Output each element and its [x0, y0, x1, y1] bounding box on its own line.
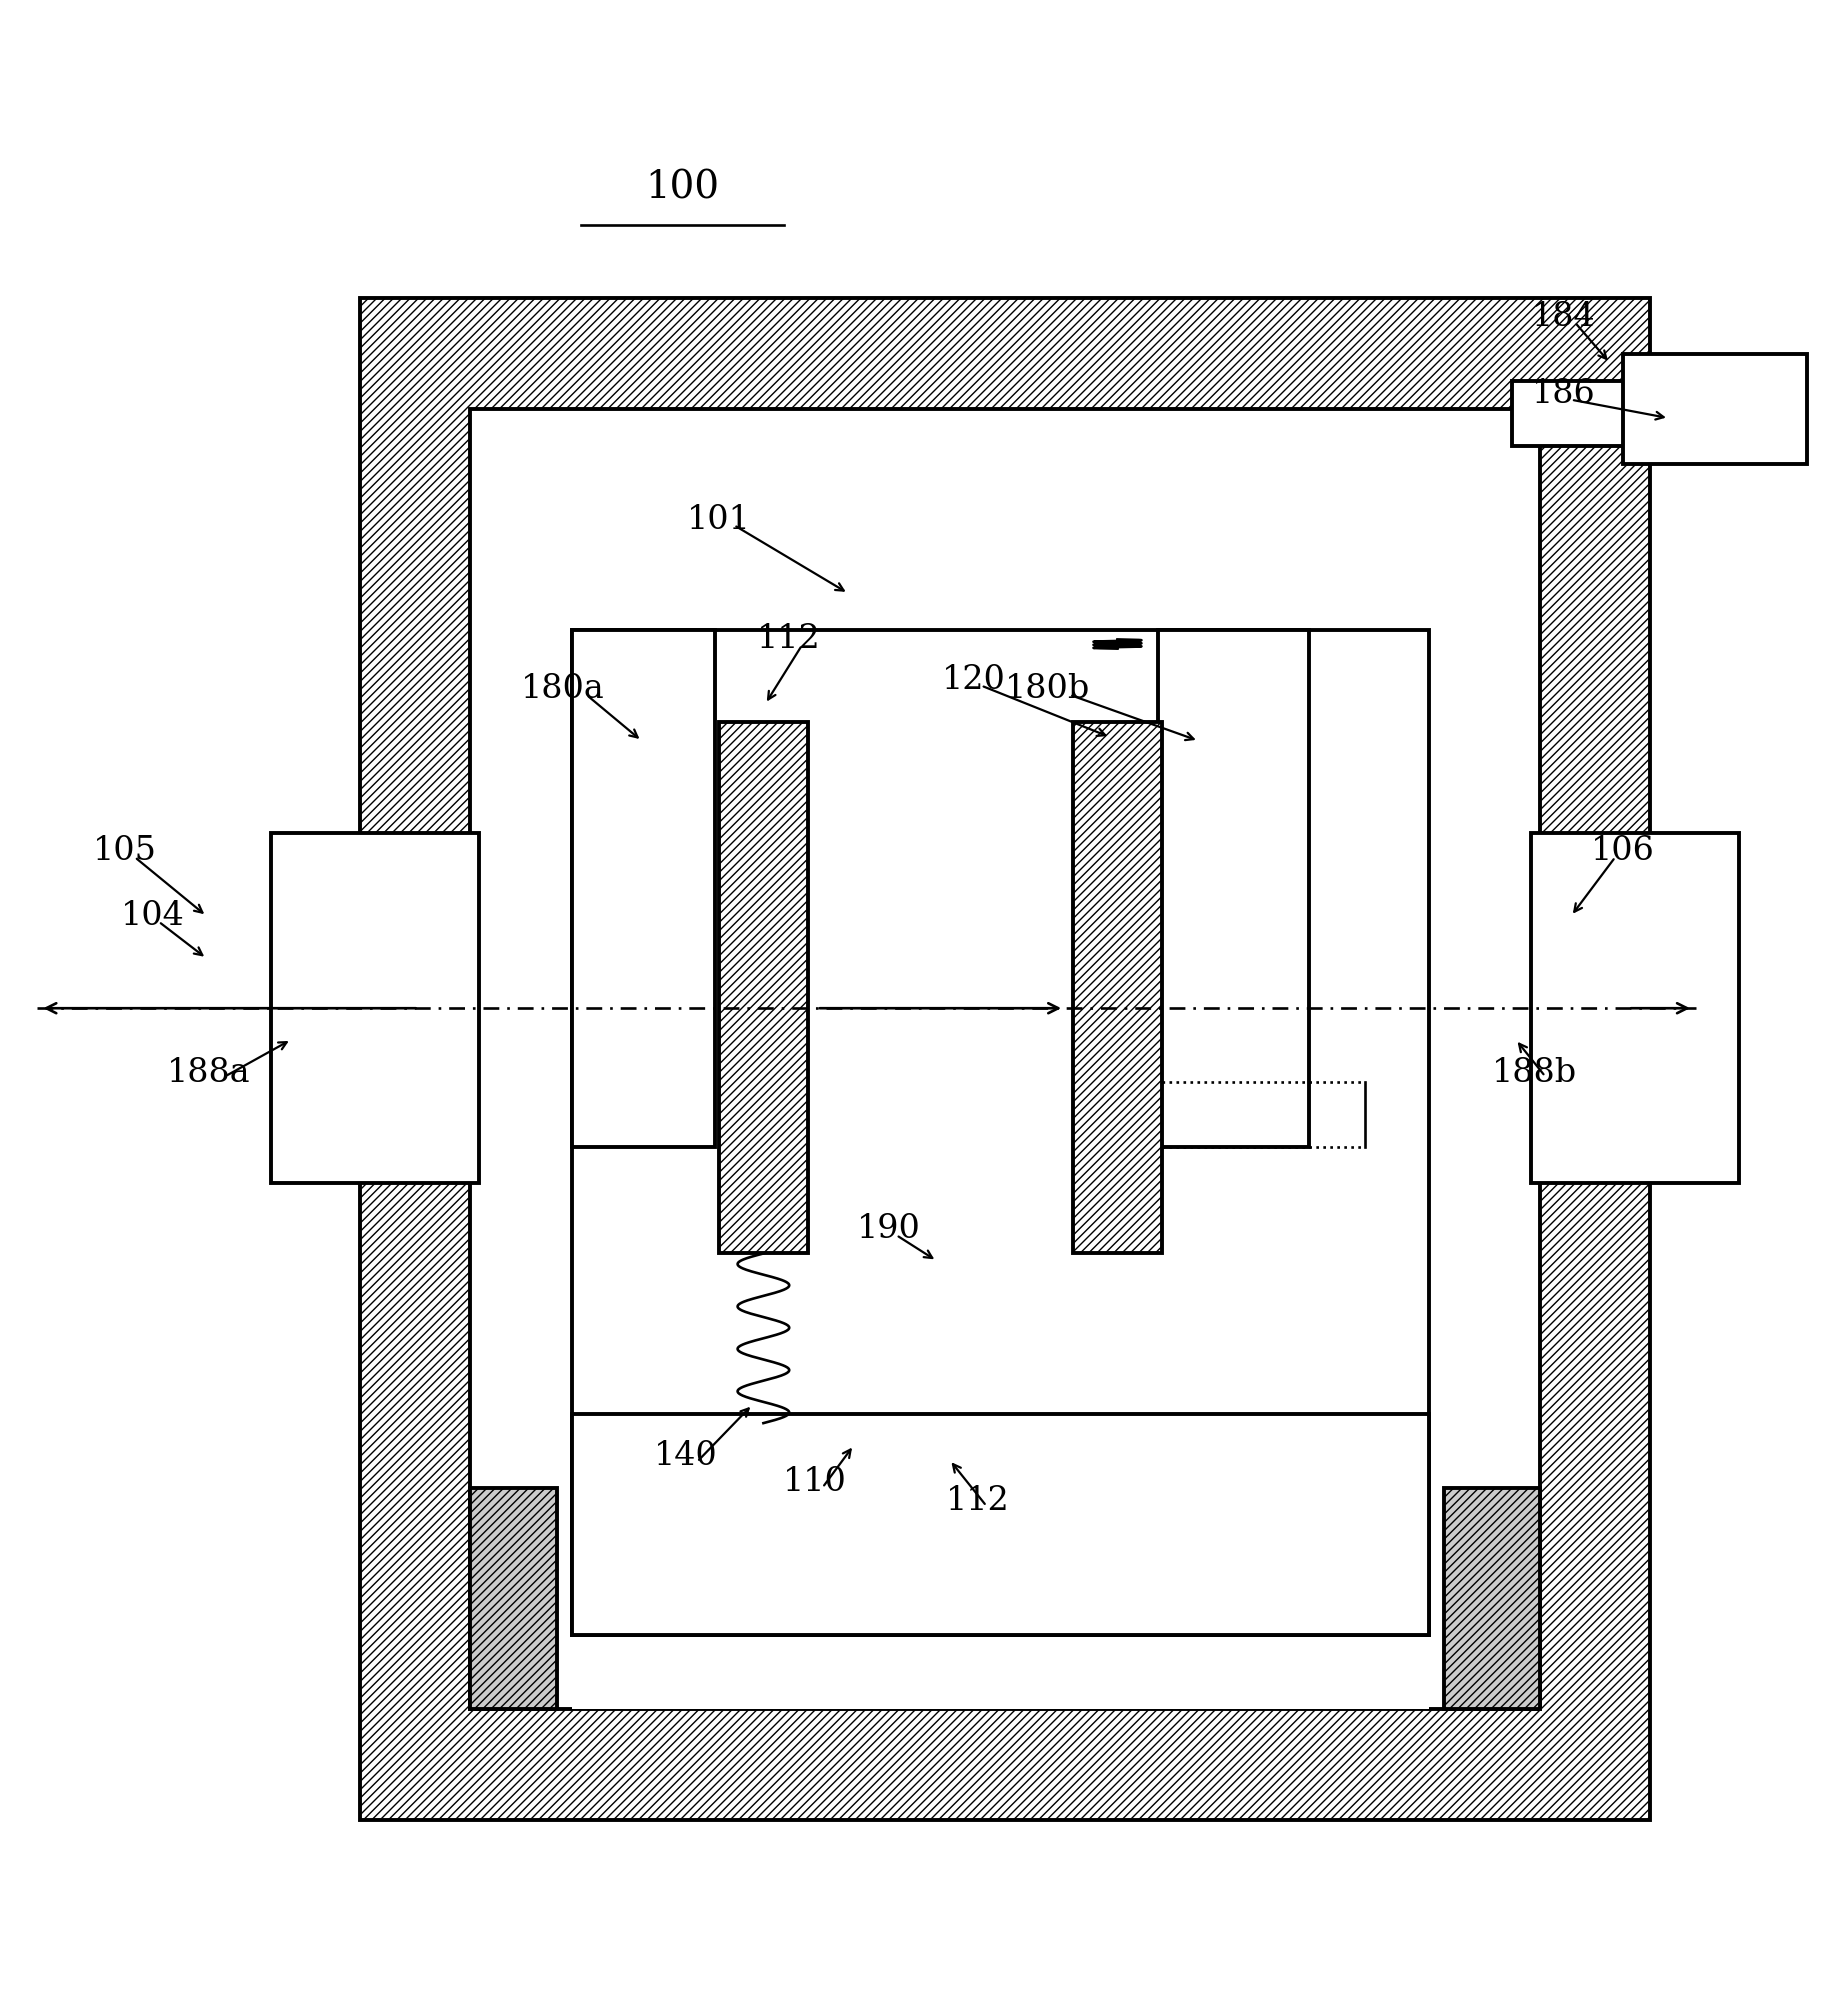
Text: 106: 106	[1591, 835, 1654, 867]
Text: 110: 110	[784, 1467, 846, 1498]
Bar	[719, 723, 808, 1253]
Text: 105: 105	[94, 835, 157, 867]
Text: 180b: 180b	[1005, 673, 1090, 705]
Bar	[1073, 723, 1162, 1253]
Text: 140: 140	[655, 1441, 717, 1473]
Text: 186: 186	[1532, 378, 1595, 410]
Text: 101: 101	[688, 503, 751, 535]
Bar	[1531, 833, 1739, 1183]
Bar	[470, 410, 1540, 1708]
Bar	[1158, 629, 1309, 1147]
Bar	[470, 410, 1540, 1708]
Bar	[1518, 384, 1647, 444]
Text: 190: 190	[857, 1213, 920, 1245]
Bar	[1518, 388, 1647, 440]
Bar	[1623, 354, 1807, 464]
Text: 184: 184	[1532, 302, 1595, 334]
Bar	[572, 1415, 1429, 1634]
Bar	[572, 629, 1429, 1634]
Text: 112: 112	[758, 623, 821, 655]
Bar	[572, 629, 715, 1147]
Text: 112: 112	[946, 1485, 1009, 1516]
Text: 100: 100	[645, 170, 719, 206]
Bar	[1444, 1489, 1540, 1708]
Bar	[470, 1489, 557, 1708]
Bar	[1512, 382, 1789, 446]
Bar	[572, 1694, 1429, 1708]
Bar	[360, 298, 1650, 1820]
Text: 188b: 188b	[1492, 1057, 1577, 1089]
Text: 180a: 180a	[520, 673, 605, 705]
Text: 188a: 188a	[166, 1057, 251, 1089]
Text: 104: 104	[122, 899, 184, 931]
Bar	[271, 833, 479, 1183]
Text: 120: 120	[942, 663, 1005, 695]
